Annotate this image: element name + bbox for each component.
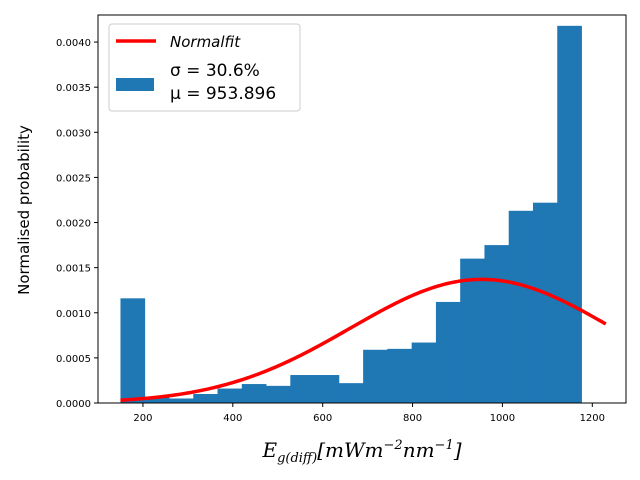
x-tick-label: 1200: [580, 413, 605, 424]
normal-fit-curve-group: [120, 277, 607, 402]
histogram-bar: [266, 385, 291, 403]
y-tick-label: 0.0035: [56, 83, 91, 94]
normal-fit-line: [120, 277, 607, 402]
histogram-bar: [363, 349, 388, 403]
histogram-bar: [144, 396, 170, 403]
x-axis-ticks: 200 400 600 800 1000 1200: [133, 403, 605, 424]
histogram-bar: [241, 384, 267, 403]
histogram-bars: [120, 25, 582, 403]
y-axis-title: Normalised probability: [15, 125, 33, 295]
x-tick-label: 600: [313, 413, 332, 424]
histogram-bar: [290, 375, 315, 403]
histogram-bar: [460, 258, 485, 403]
legend-box: [108, 23, 301, 112]
y-tick-label: 0.0010: [56, 309, 91, 320]
x-tick-label: 400: [223, 413, 242, 424]
histogram-bar: [314, 375, 340, 403]
y-tick-label: 0.0000: [56, 399, 91, 410]
y-axis-ticks: 0.0000 0.0005 0.0010 0.0015 0.0020 0.0025 0.00…: [56, 38, 98, 410]
x-tick-label: 800: [403, 413, 422, 424]
y-tick-label: 0.0030: [56, 128, 91, 139]
legend-hist-swatch: [116, 78, 154, 91]
histogram-bar: [411, 342, 437, 403]
histogram-bar: [435, 301, 461, 403]
y-tick-label: 0.0040: [56, 38, 91, 49]
plot-frame: [97, 14, 627, 404]
histogram-bar: [532, 202, 558, 403]
histogram-bar: [120, 298, 146, 403]
x-tick-label: 1000: [490, 413, 515, 424]
histogram-bar: [508, 210, 534, 403]
legend-hist-label-sigma: σ = 30.6%: [170, 61, 260, 81]
histogram-bar: [557, 25, 582, 403]
y-tick-label: 0.0005: [56, 354, 91, 365]
legend: Normalfit σ = 30.6% μ = 953.896: [108, 23, 301, 112]
histogram-bar: [387, 348, 413, 403]
histogram-bar: [338, 383, 364, 403]
histogram-bar: [484, 245, 510, 403]
histogram-bar: [217, 388, 243, 403]
histogram-bar: [168, 398, 194, 403]
y-tick-label: 0.0025: [56, 173, 91, 184]
legend-line-label: Normalfit: [170, 33, 241, 51]
x-axis-title: Eg(diff)[mWm−2nm−1]: [261, 438, 461, 466]
legend-hist-label-mu: μ = 953.896: [170, 84, 276, 104]
y-tick-label: 0.0015: [56, 264, 91, 275]
x-tick-label: 200: [133, 413, 152, 424]
y-tick-label: 0.0020: [56, 219, 91, 230]
histogram-bar: [193, 393, 218, 403]
